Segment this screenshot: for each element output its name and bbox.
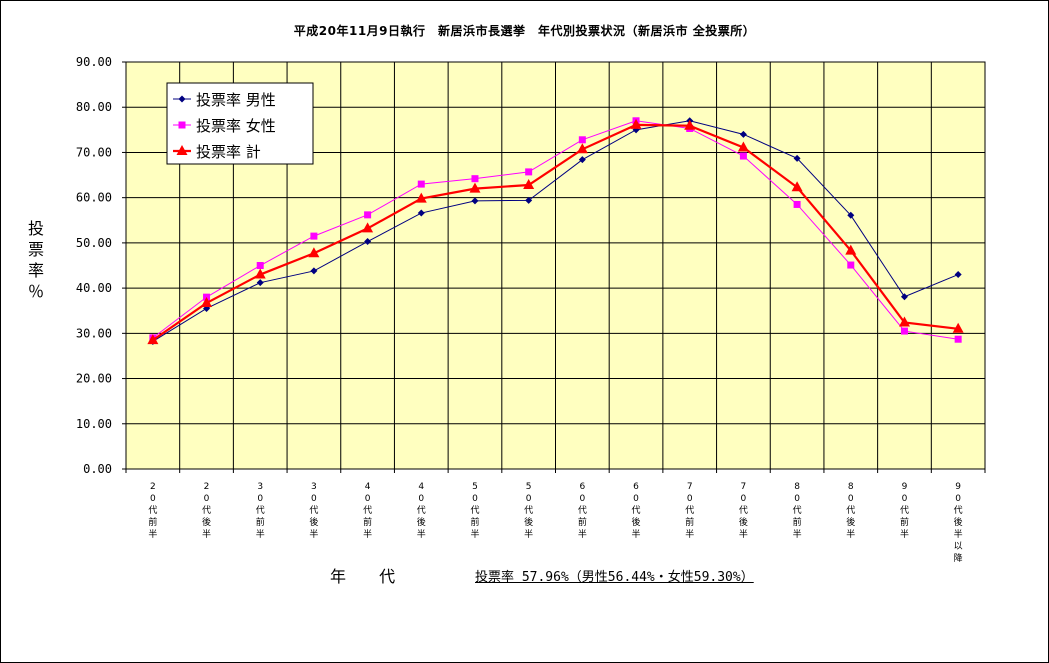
data-point <box>364 211 372 219</box>
x-tick-label: 2 0 代後半 <box>202 482 211 540</box>
data-point <box>525 168 533 176</box>
x-tick-label: 8 0 代後半 <box>846 482 855 540</box>
data-point <box>847 211 855 219</box>
series-line <box>152 120 959 340</box>
data-point <box>469 182 481 193</box>
data-point <box>523 179 535 190</box>
data-point <box>147 334 159 345</box>
x-tick-label: 7 0 代後半 <box>739 482 748 540</box>
turnout-summary: 投票率 57.96%（男性56.44%・女性59.30%） <box>475 570 754 585</box>
data-point <box>845 244 857 255</box>
x-tick-label: 4 0 代後半 <box>417 482 426 540</box>
data-point <box>364 238 372 246</box>
legend-label: 投票率 女性 <box>196 117 276 135</box>
data-point <box>471 197 479 205</box>
x-tick-label: 9 0 代前半 <box>900 482 909 540</box>
chart-title: 平成20年11月9日執行 新居浜市長選挙 年代別投票状況（新居浜市 全投票所） <box>293 24 756 38</box>
data-point <box>791 181 803 192</box>
y-axis-label-glyph: 投 <box>27 219 44 238</box>
data-point <box>952 322 964 333</box>
y-axis-label-glyph: ％ <box>27 282 44 301</box>
x-tick-label: 3 0 代後半 <box>309 482 318 540</box>
data-point <box>954 271 962 279</box>
data-point <box>415 192 427 203</box>
data-point <box>362 222 374 233</box>
x-axis-label: 年 代 <box>330 567 410 586</box>
data-point <box>847 261 855 269</box>
legend-marker <box>176 145 188 155</box>
x-tick-label: 3 0 代前半 <box>256 482 265 540</box>
y-tick-label: 30.00 <box>76 326 112 340</box>
x-tick-label: 8 0 代前半 <box>793 482 802 540</box>
legend-marker <box>178 95 186 103</box>
y-tick-label: 50.00 <box>76 236 112 250</box>
legend-label: 投票率 計 <box>196 143 261 161</box>
data-point <box>739 152 747 160</box>
y-tick-label: 90.00 <box>76 55 112 69</box>
legend-marker <box>178 121 186 129</box>
y-tick-label: 80.00 <box>76 100 112 114</box>
data-point <box>739 130 747 138</box>
x-tick-label: 5 0 代前半 <box>470 482 479 540</box>
data-point <box>900 327 908 335</box>
y-tick-label: 10.00 <box>76 417 112 431</box>
legend-label: 投票率 男性 <box>196 91 276 109</box>
data-point <box>630 118 642 129</box>
y-tick-label: 60.00 <box>76 191 112 205</box>
x-tick-label: 6 0 代前半 <box>578 482 587 540</box>
data-point <box>201 297 213 308</box>
x-tick-label: 9 0 代後半以降 <box>954 482 963 564</box>
data-point <box>417 209 425 217</box>
y-tick-label: 70.00 <box>76 145 112 159</box>
data-point <box>900 293 908 301</box>
x-tick-label: 5 0 代後半 <box>524 482 533 540</box>
data-point <box>310 267 318 275</box>
data-point <box>793 200 801 208</box>
data-point <box>254 268 266 279</box>
data-point <box>898 316 910 327</box>
data-point <box>737 141 749 152</box>
data-point <box>256 262 264 269</box>
data-point <box>576 143 588 154</box>
series-line <box>152 123 959 342</box>
data-point <box>308 247 320 258</box>
data-point <box>256 279 264 287</box>
data-point <box>954 335 962 343</box>
data-point <box>684 119 696 130</box>
x-tick-label: 6 0 代後半 <box>632 482 641 540</box>
x-tick-label: 2 0 代前半 <box>148 482 157 540</box>
y-axis-label: 投票率 ％ <box>26 218 46 302</box>
series-line <box>152 120 959 342</box>
data-point <box>525 196 533 204</box>
x-tick-label: 4 0 代前半 <box>363 482 372 540</box>
data-point <box>632 126 640 134</box>
data-point <box>471 175 479 183</box>
data-point <box>578 156 586 164</box>
y-axis-label-glyph: 票 <box>27 240 44 259</box>
y-tick-label: 0.00 <box>83 462 112 476</box>
legend-box <box>166 82 314 165</box>
data-point <box>417 180 425 188</box>
data-point <box>310 232 318 240</box>
y-tick-label: 20.00 <box>76 372 112 386</box>
data-point <box>793 154 801 162</box>
y-tick-label: 40.00 <box>76 281 112 295</box>
y-axis-label-glyph: 率 <box>27 261 44 280</box>
x-tick-label: 7 0 代前半 <box>685 482 694 540</box>
data-point <box>578 136 586 144</box>
